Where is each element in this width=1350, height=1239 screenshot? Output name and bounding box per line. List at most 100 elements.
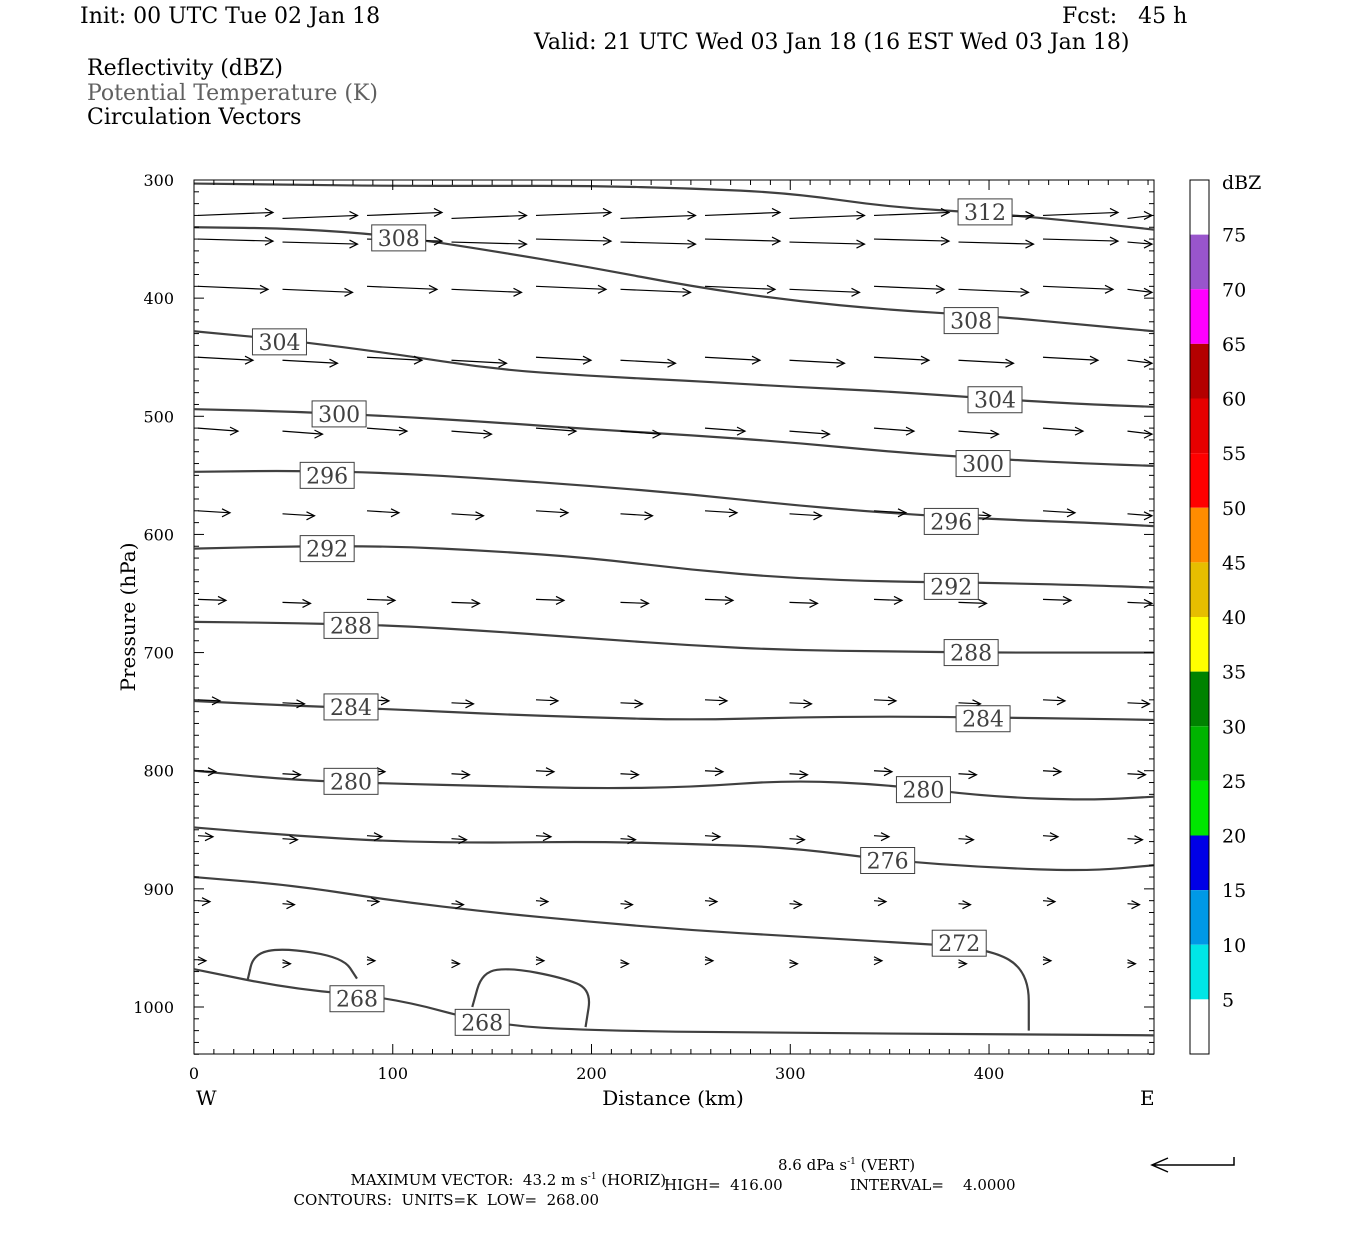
- vector-shaft: [958, 903, 971, 906]
- legend-potential-temperature: Potential Temperature (K): [87, 81, 378, 106]
- vector-head: [370, 897, 381, 907]
- vector-head: [708, 897, 719, 907]
- vector-head: [1062, 595, 1073, 605]
- vector-head: [1143, 358, 1154, 368]
- contour-labels: 312 308 308 304 304 300 300 296 296 292 292 288 288 2…: [251, 198, 1023, 1036]
- vector-head: [905, 426, 916, 436]
- vector-head: [893, 595, 904, 605]
- colorbar-swatch: [1190, 562, 1209, 617]
- colorbar-swatch: [1190, 890, 1209, 945]
- vector-head: [282, 959, 292, 969]
- vector-shaft: [535, 285, 607, 290]
- axes: 300 400 500 600 700 800 900 1000 0 100 200 300 400 Di…: [116, 171, 1235, 1173]
- colorbar-tick-label: 20: [1222, 826, 1246, 848]
- vector-head: [597, 284, 608, 294]
- vector-head: [940, 236, 951, 246]
- vector-shaft: [197, 427, 239, 432]
- vector-shaft: [282, 838, 298, 841]
- vector-head: [264, 236, 275, 246]
- colorbar-tick-label: 40: [1222, 607, 1246, 629]
- vector-shaft: [620, 288, 691, 293]
- vector-head: [302, 598, 312, 608]
- vector-head: [201, 897, 212, 907]
- vector-shaft: [620, 359, 676, 364]
- vector-shaft: [789, 838, 805, 841]
- vector-head: [736, 426, 747, 436]
- contour-label: 308: [378, 227, 420, 252]
- vector-shaft: [873, 427, 915, 432]
- contour-label-box: [955, 450, 1011, 478]
- colorbar-tick-label: 30: [1222, 716, 1246, 738]
- vector-shaft: [535, 598, 565, 602]
- reference-vector-arrow: [1150, 1157, 1235, 1173]
- vector-head: [428, 284, 439, 294]
- y-axis-label: Pressure (hPa): [116, 543, 140, 692]
- vector-head: [978, 598, 988, 608]
- vector-head: [813, 511, 823, 521]
- vector-shaft: [958, 288, 1029, 293]
- contour-label-box: [923, 507, 979, 535]
- vector-shaft: [282, 702, 305, 705]
- vector-shaft: [789, 430, 830, 435]
- vector-head: [1005, 358, 1015, 368]
- vector-head: [718, 696, 729, 706]
- vector-head: [711, 832, 722, 842]
- vector-shaft: [873, 211, 950, 217]
- contour-label-box: [931, 929, 987, 957]
- colorbar-swatch: [1190, 398, 1209, 454]
- contour-label: 300: [962, 453, 1004, 478]
- vector-shaft: [873, 238, 950, 242]
- vector-shaft: [451, 702, 474, 705]
- colorbar-tick-label: 50: [1222, 498, 1246, 520]
- vector-shaft: [451, 838, 467, 841]
- vector-shaft: [704, 356, 761, 361]
- contour-label-box: [923, 572, 979, 600]
- vector-head: [1066, 508, 1077, 518]
- vector-shaft: [873, 835, 890, 838]
- footer-contours: CONTOURS: UNITS=K LOW= 268.00 HIGH= 416.…: [293, 1176, 1016, 1209]
- valid-time: Valid: 21 UTC Wed 03 Jan 18 (16 EST Wed …: [534, 30, 1130, 55]
- vector-head: [1025, 239, 1035, 249]
- vector-shaft: [873, 900, 887, 903]
- init-time: Init: 00 UTC Tue 02 Jan 18: [80, 4, 381, 29]
- vector-head: [821, 429, 831, 439]
- vector-shaft: [620, 773, 639, 776]
- contour-label-box: [454, 1008, 510, 1036]
- vector-shaft: [535, 900, 549, 903]
- vector-head: [958, 959, 968, 969]
- vector-head: [1042, 956, 1053, 966]
- vector-head: [471, 598, 481, 608]
- vector-shaft: [704, 835, 721, 838]
- vector-shaft: [451, 288, 522, 293]
- vector-shaft: [873, 285, 945, 290]
- vector-shaft: [451, 773, 470, 776]
- vector-head: [799, 770, 809, 780]
- vector-shaft: [197, 699, 221, 702]
- vector-shaft: [704, 598, 734, 602]
- x-tick-label: 200: [576, 1064, 607, 1083]
- vector-shaft: [366, 285, 438, 290]
- vector-shaft: [366, 900, 380, 903]
- colorbar-tick-label: 60: [1222, 389, 1246, 411]
- vector-shaft: [789, 513, 822, 517]
- vector-head: [217, 595, 228, 605]
- vector-head: [465, 699, 475, 709]
- vector-shaft: [451, 601, 480, 605]
- contour-label: 284: [330, 696, 372, 721]
- vector-head: [856, 239, 866, 249]
- vector-shaft: [1042, 238, 1119, 242]
- x-tick-label: 100: [377, 1064, 408, 1083]
- vector-head: [451, 959, 461, 969]
- vector-head: [1049, 832, 1060, 842]
- x-tick-label: 0: [189, 1064, 199, 1083]
- vector-shaft: [282, 903, 295, 906]
- colorbar-tick-label: 15: [1222, 880, 1246, 902]
- vector-head: [458, 835, 468, 845]
- vector-shaft: [789, 773, 808, 776]
- vector-head: [644, 511, 654, 521]
- vector-head: [535, 956, 546, 966]
- vector-shaft: [620, 241, 696, 245]
- vector-shaft: [789, 214, 865, 220]
- vector-shaft: [366, 835, 383, 838]
- vector-shaft: [282, 513, 315, 517]
